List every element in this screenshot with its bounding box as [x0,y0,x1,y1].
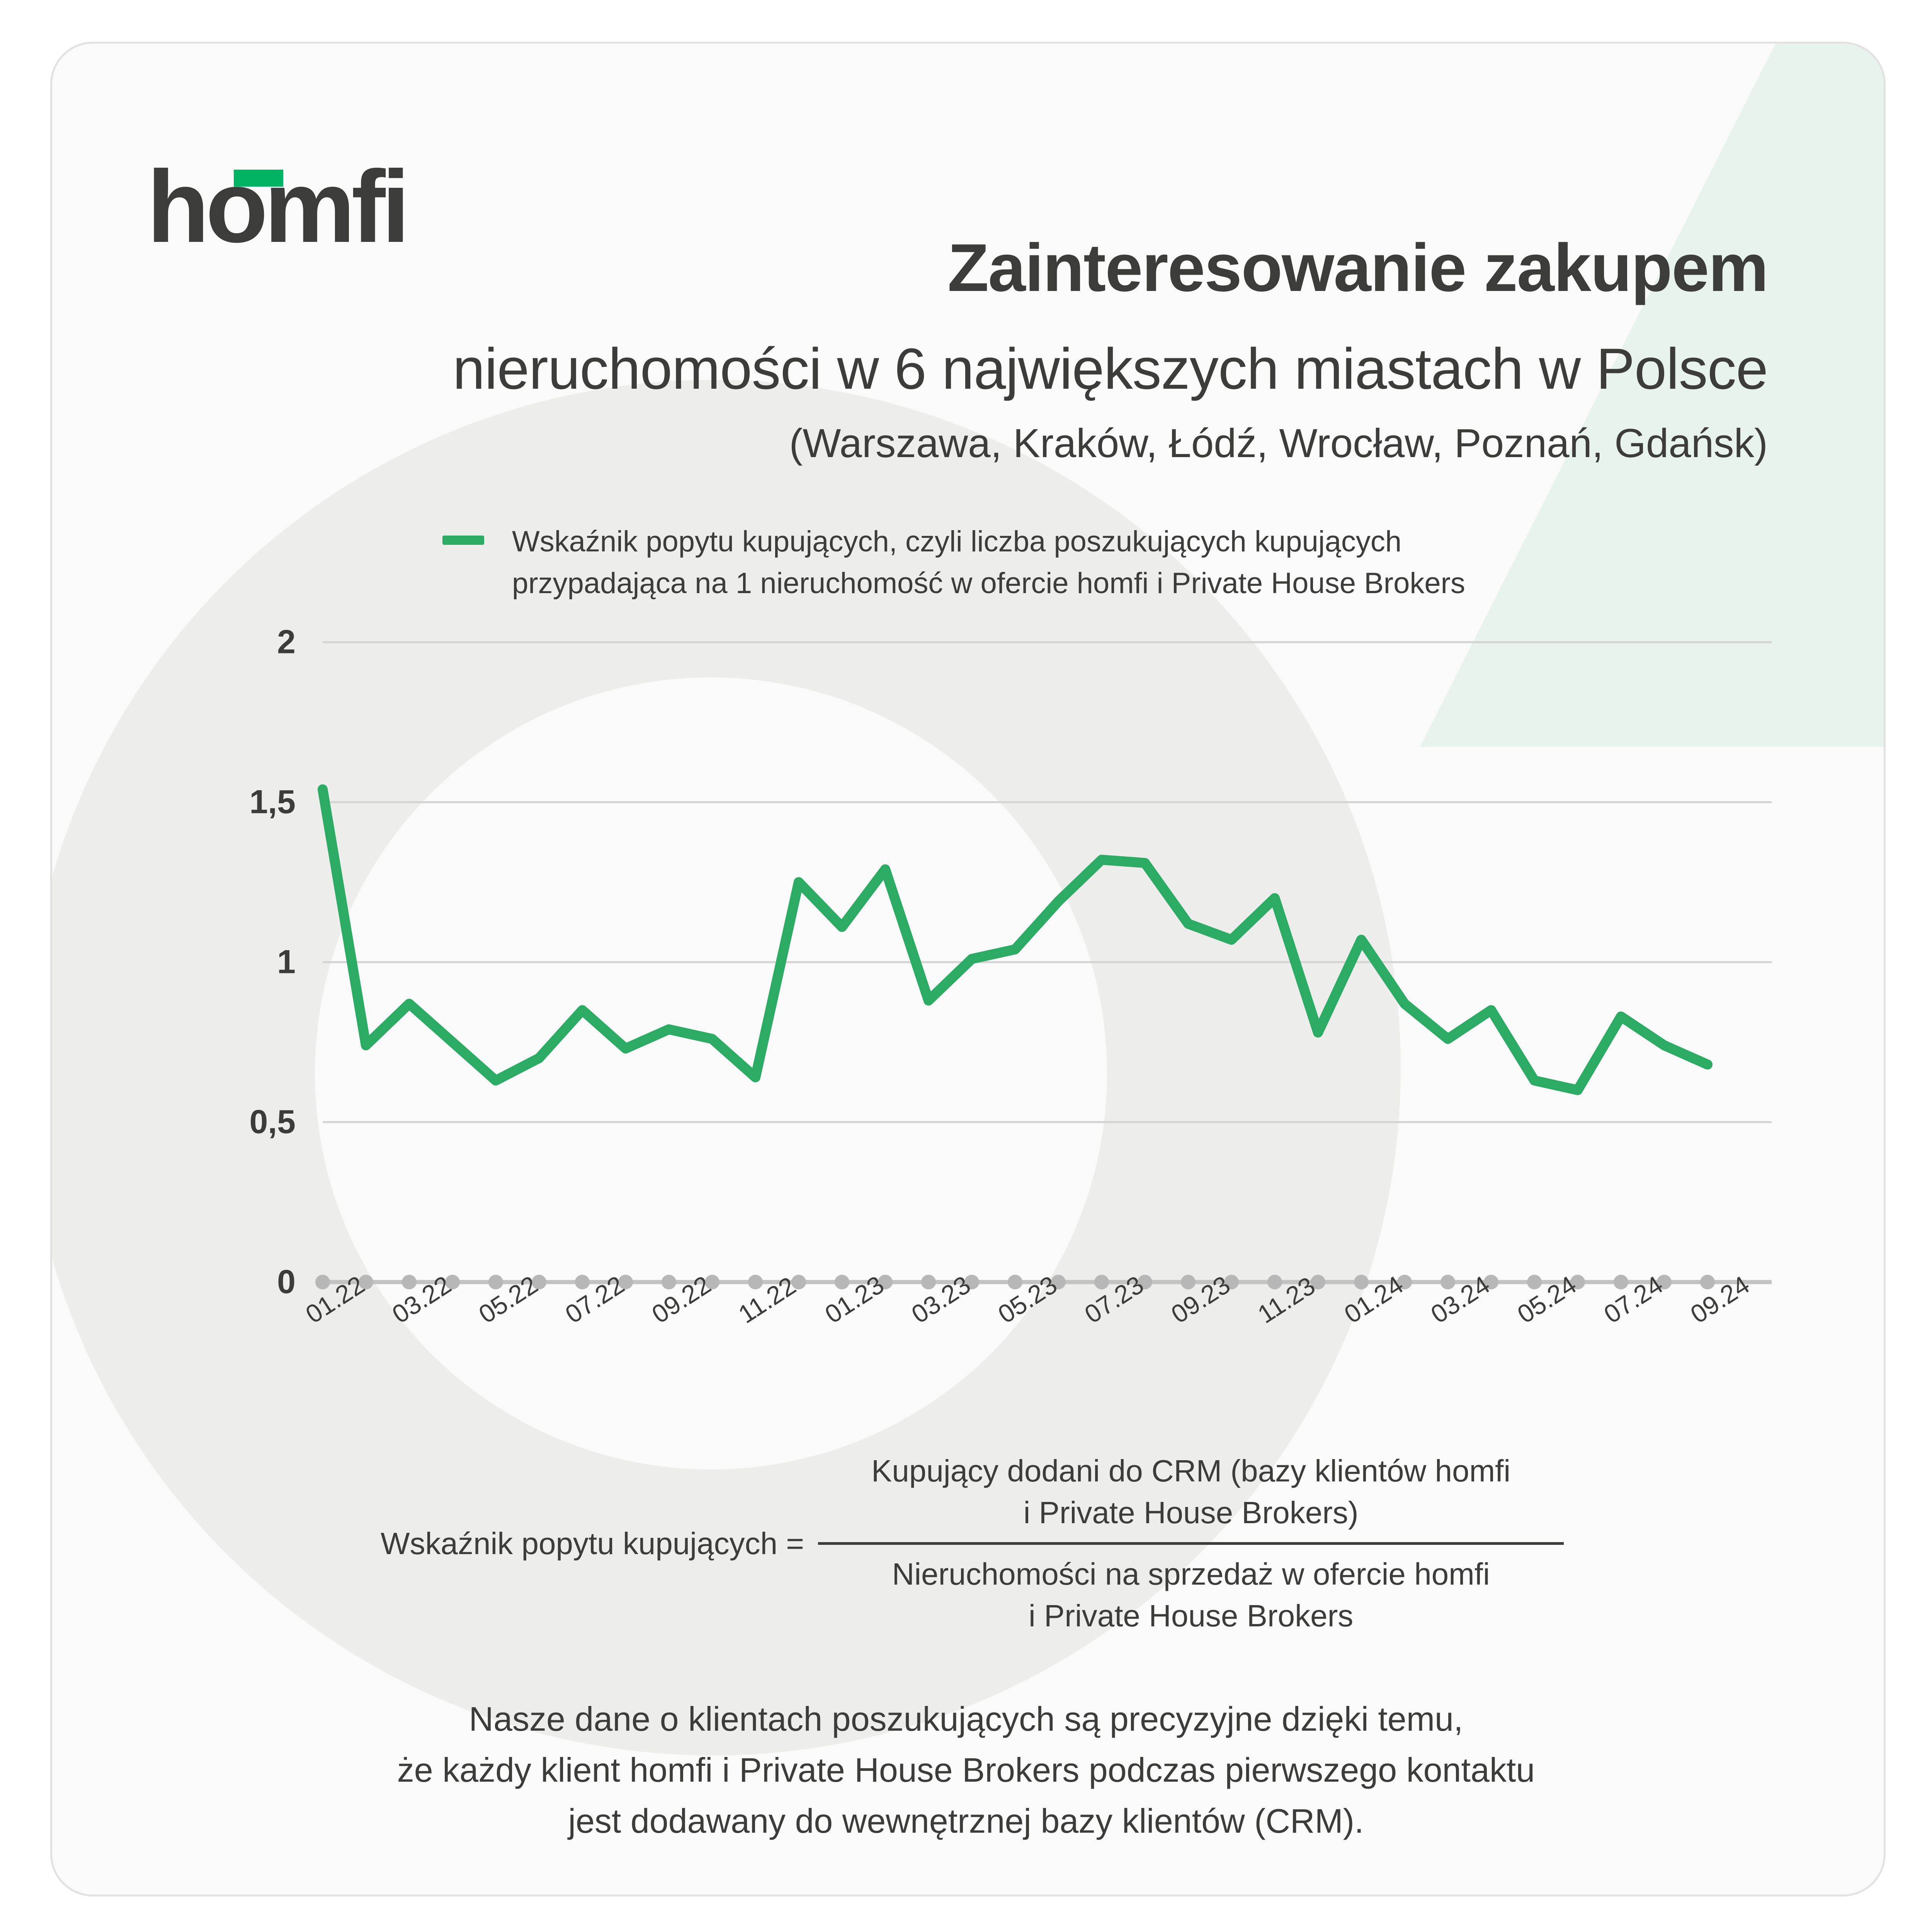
x-axis-tick-dot [1094,1275,1109,1289]
x-axis-tick-dot [402,1275,417,1289]
infographic-card: homfi Zainteresowanie zakupem nieruchomo… [50,42,1886,1896]
x-axis-tick-dot [1138,1275,1152,1289]
x-axis-tick-dot [1527,1275,1542,1289]
y-axis-tick-label: 0 [277,1263,296,1301]
x-axis-tick-dot [1311,1275,1325,1289]
x-axis-tick-dot [445,1275,460,1289]
x-axis-tick-dot [1354,1275,1369,1289]
x-axis-tick-dot [359,1275,373,1289]
x-axis-tick-dot [1484,1275,1498,1289]
x-axis-tick-dot [1657,1275,1672,1289]
page-subtitle: nieruchomości w 6 największych miastach … [452,336,1768,401]
x-axis-tick-dot [1008,1275,1022,1289]
x-axis-tick-dot [705,1275,719,1289]
chart-svg [315,641,1772,1289]
footer-note: Nasze dane o klientach poszukujących są … [397,1700,1535,1840]
y-axis-tick-label: 2 [277,623,296,661]
legend-line-1: Wskaźnik popytu kupujących, czyli liczba… [512,525,1402,558]
x-axis-tick-dot [575,1275,590,1289]
x-axis-tick-dot [1440,1275,1455,1289]
x-axis-tick-dot [1700,1275,1715,1289]
x-axis-tick-dot [791,1275,806,1289]
x-axis-tick-dot [1397,1275,1412,1289]
legend-label: Wskaźnik popytu kupujących, czyli liczba… [512,521,1640,604]
x-axis-tick-dot [662,1275,676,1289]
x-axis-tick-dot [1051,1275,1066,1289]
line-chart: 0 0,5 1 1,5 2 01.22 03.22 05.22 07.22 09.22 11.22 0… [52,44,1880,1891]
formula-left-side: Wskaźnik popytu kupujących = [381,1526,804,1561]
formula-denominator: Nieruchomości na sprzedaż w ofercie homf… [892,1557,1490,1633]
logo-macron-icon [234,170,283,187]
legend-line-2: przypadająca na 1 nieruchomość w ofercie… [512,566,1465,600]
formula-block: Wskaźnik popytu kupujących = Kupujący do… [381,1450,1694,1637]
x-axis-tick-dot [1614,1275,1628,1289]
y-axis-tick-label: 1 [277,943,296,981]
decorative-donut-inner [315,677,1107,1469]
page-title: Zainteresowanie zakupem [947,230,1769,306]
x-axis-tick-dot [315,1275,330,1289]
homfi-logo: homfi [147,156,410,258]
x-axis-tick-dot [835,1275,849,1289]
x-axis-tick-dot [1267,1275,1282,1289]
x-axis-tick-dot [618,1275,633,1289]
page-subtitle-cities: (Warszawa, Kraków, Łódź, Wrocław, Poznań… [789,421,1768,466]
x-axis-tick-dot [1181,1275,1196,1289]
y-axis-tick-label: 0,5 [249,1103,296,1141]
x-axis-tick-dot [488,1275,503,1289]
x-axis-tick-dot [1570,1275,1585,1289]
x-axis-tick-dot [921,1275,936,1289]
x-axis-tick-dot [532,1275,546,1289]
x-axis-tick-dot [878,1275,893,1289]
x-axis-tick-dot [1224,1275,1239,1289]
y-axis-tick-label: 1,5 [249,783,296,821]
x-axis-tick-dot [748,1275,763,1289]
formula-numerator: Kupujący dodani do CRM (bazy klientów ho… [871,1454,1511,1530]
legend-color-swatch [442,536,484,545]
formula-divider [818,1542,1564,1545]
data-series-line [318,784,1713,1095]
chart-legend: Wskaźnik popytu kupujących, czyli liczba… [442,521,1640,604]
x-axis-tick-dot [964,1275,979,1289]
